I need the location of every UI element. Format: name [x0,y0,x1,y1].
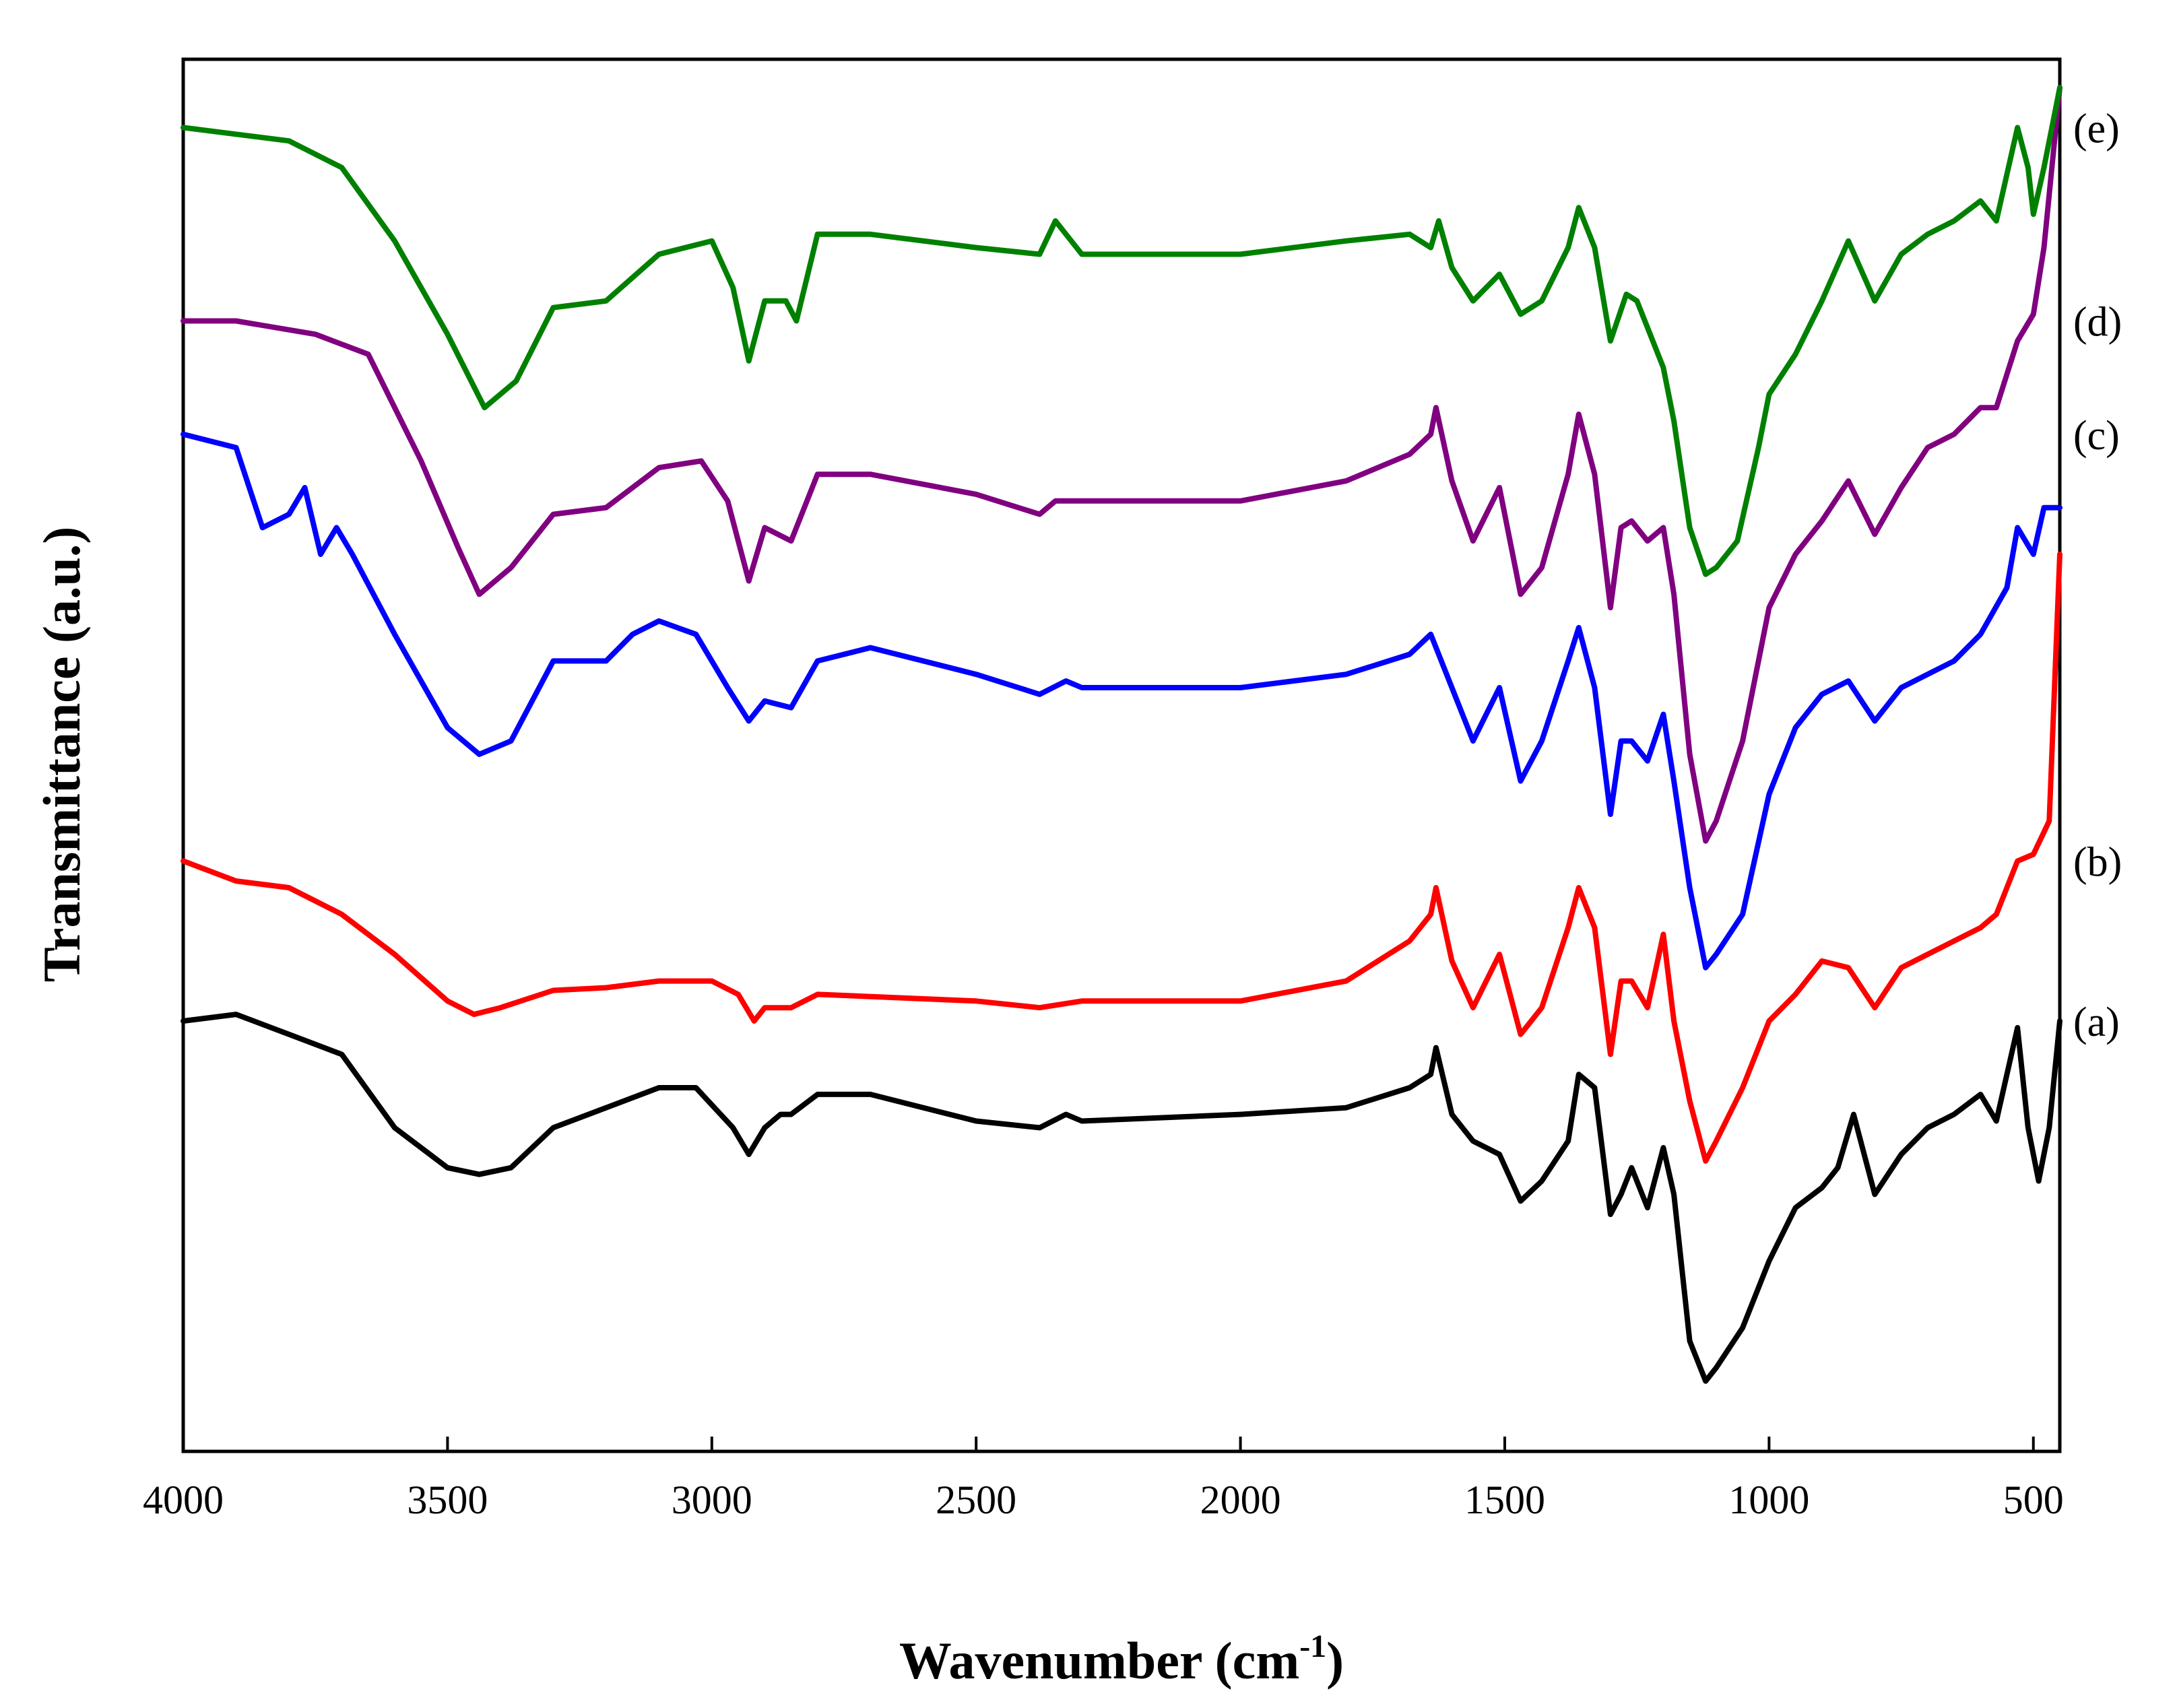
series-label-d: (d) [2073,300,2122,346]
series-label-c: (c) [2073,413,2120,459]
x-tick-label-1000: 1000 [1728,1478,1809,1522]
series-a-line [181,1012,2062,1384]
series-b-line [181,552,2062,1164]
x-tick-label-3500: 3500 [407,1478,488,1522]
series-label-b: (b) [2073,839,2122,885]
y-axis-label: Transmittance (a.u.) [32,527,91,983]
series-d-line [181,85,2062,844]
series-labels: (a) (b) (c) (d) (e) [2073,106,2122,1045]
x-axis-ticks: 4000 3500 3000 2500 2000 1500 1000 500 [143,1437,2064,1522]
series-c-line [181,431,2062,971]
x-tick-label-3000: 3000 [672,1478,752,1522]
x-tick-label-2000: 2000 [1200,1478,1281,1522]
x-axis-label: Wavenumber (cm-1) [899,1629,1344,1690]
series-label-e: (e) [2073,106,2120,152]
series-curves [181,85,2062,1384]
plot-frame [181,57,2062,1453]
x-tick-label-1500: 1500 [1464,1478,1545,1522]
series-e-line [181,85,2062,577]
x-tick-label-4000: 4000 [143,1478,224,1522]
x-tick-label-500: 500 [2003,1478,2064,1522]
x-tick-label-2500: 2500 [936,1478,1016,1522]
series-label-a: (a) [2073,999,2120,1045]
